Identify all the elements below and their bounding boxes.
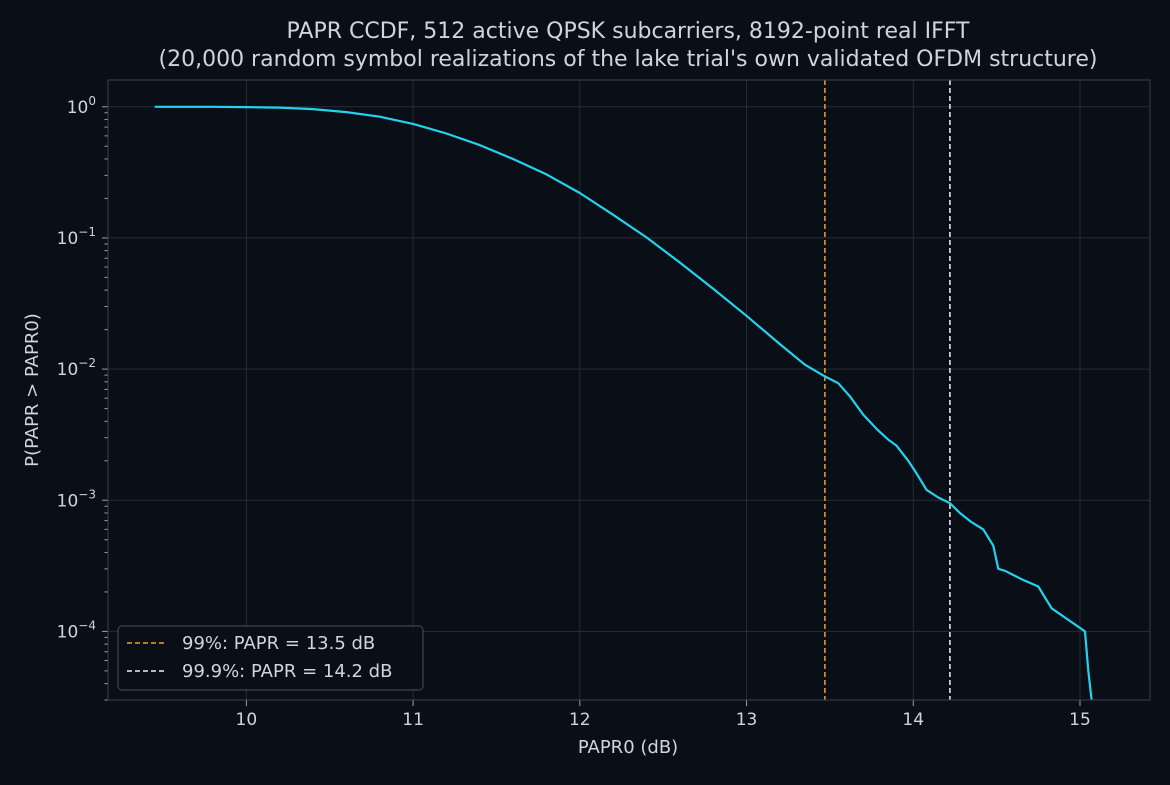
plot-frame: [107, 79, 1151, 701]
legend-label-p999: 99.9%: PAPR = 14.2 dB: [182, 661, 392, 682]
legend-label-p99: 99%: PAPR = 13.5 dB: [182, 633, 375, 654]
x-tick-label: 13: [736, 710, 758, 730]
ccdf-series: [154, 105, 1093, 701]
grid: [108, 80, 1150, 700]
y-axis-label: P(PAPR > PAPR0): [22, 313, 43, 467]
x-tick-label: 12: [569, 710, 591, 730]
y-tick-label: 10−4: [57, 618, 96, 642]
x-tick-label: 14: [902, 710, 924, 730]
x-tick-label: 15: [1069, 710, 1091, 730]
percentile-lines: [824, 80, 951, 700]
x-tick-label: 10: [236, 710, 258, 730]
x-axis-label: PAPR0 (dB): [578, 737, 678, 758]
x-tick-label: 11: [402, 710, 424, 730]
chart-subtitle: (20,000 random symbol realizations of th…: [159, 47, 1098, 72]
legend-box: [117, 625, 424, 691]
axis-ticks: [102, 106, 1081, 706]
y-tick-label: 10−1: [57, 225, 96, 249]
chart-title: PAPR CCDF, 512 active QPSK subcarriers, …: [287, 19, 970, 44]
y-tick-label: 10−3: [57, 487, 96, 511]
ccdf-curve-0: [154, 105, 1093, 701]
legend: 99%: PAPR = 13.5 dB 99.9%: PAPR = 14.2 d…: [117, 625, 424, 691]
